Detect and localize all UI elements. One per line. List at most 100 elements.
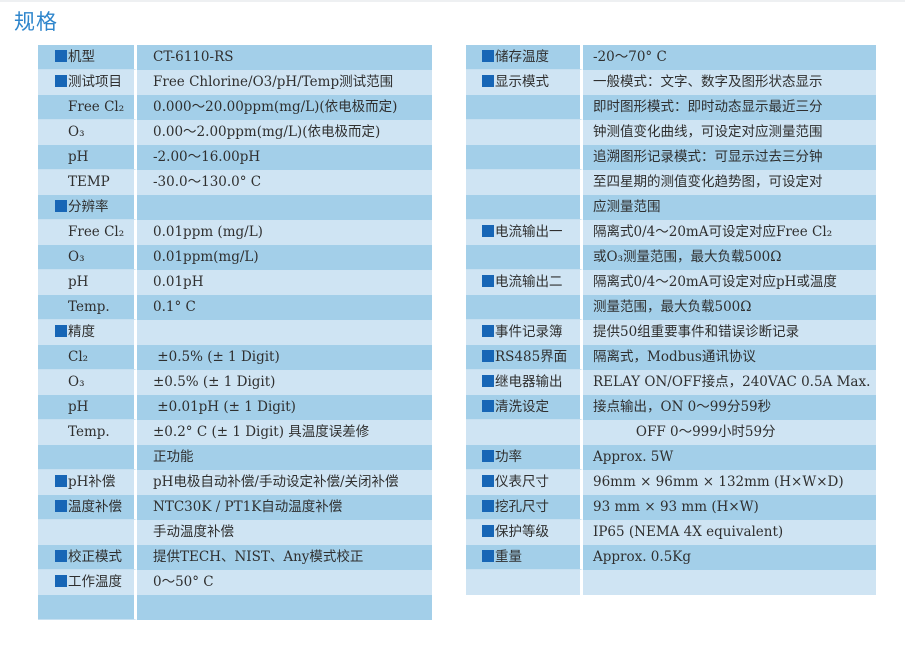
spec-label xyxy=(466,570,583,595)
spec-label-text: TEMP xyxy=(68,174,110,190)
spec-label: 清洗设定 xyxy=(466,395,583,420)
spec-row: 电流输出一 隔离式0/4～20mA可设定对应Free Cl₂ xyxy=(466,220,876,245)
spec-label-text: O₃ xyxy=(68,374,85,390)
spec-label-text: 保护等级 xyxy=(495,524,549,540)
spec-row: 温度补偿 NTC30K / PT1K自动温度补偿 xyxy=(38,495,432,520)
spec-value: 即时图形模式：即时动态显示最近三分 xyxy=(593,99,823,115)
spec-row: pH ±0.01pH (± 1 Digit) xyxy=(38,395,432,420)
spec-value: 0.00～2.00ppm(mg/L)(依电极而定) xyxy=(153,124,381,140)
square-bullet-icon xyxy=(55,475,67,487)
spec-row: 追溯图形记录模式：可显示过去三分钟 xyxy=(466,145,876,170)
square-bullet-icon xyxy=(55,550,67,562)
spec-value: 隔离式0/4～20mA可设定对应Free Cl₂ xyxy=(593,224,833,240)
spec-label xyxy=(466,295,583,320)
square-bullet-icon xyxy=(482,475,494,487)
spec-label xyxy=(466,195,583,220)
spec-value: -2.00～16.00pH xyxy=(153,149,261,165)
spec-label: O₃ xyxy=(38,370,137,395)
spec-row: 手动温度补偿 xyxy=(38,520,432,545)
square-bullet-icon xyxy=(482,75,494,87)
spec-label: 电流输出一 xyxy=(466,220,583,245)
spec-label-text: 仪表尺寸 xyxy=(495,474,549,490)
spec-value: 0.01ppm (mg/L) xyxy=(153,224,263,240)
spec-value: NTC30K / PT1K自动温度补偿 xyxy=(153,499,343,515)
spec-label: Temp. xyxy=(38,420,137,445)
spec-label: 温度补偿 xyxy=(38,495,137,520)
spec-label xyxy=(466,170,583,195)
square-bullet-icon xyxy=(482,400,494,412)
spec-row: 显示模式 一般模式：文字、数字及图形状态显示 xyxy=(466,70,876,95)
spec-row: 事件记录簿 提供50组重要事件和错误诊断记录 xyxy=(466,320,876,345)
spec-value: 93 mm × 93 mm (H×W) xyxy=(593,499,759,515)
spec-label: 校正模式 xyxy=(38,545,137,570)
spec-label: O₃ xyxy=(38,120,137,145)
spec-label xyxy=(38,595,137,620)
spec-row: O₃ ±0.5% (± 1 Digit) xyxy=(38,370,432,395)
spec-value: 0.01ppm(mg/L) xyxy=(153,249,259,265)
spec-value: OFF 0～999小时59分 xyxy=(593,424,776,440)
spec-value: 接点输出，ON 0～99分59秒 xyxy=(593,399,772,415)
spec-label: 机型 xyxy=(38,45,137,70)
spec-label-text: pH xyxy=(68,149,89,165)
spec-value: 0.1° C xyxy=(153,299,196,315)
spec-value: 或O₃测量范围，最大负载500Ω xyxy=(593,249,782,265)
spec-row: 储存温度 -20～70° C xyxy=(466,45,876,70)
spec-row: pH 0.01pH xyxy=(38,270,432,295)
spec-label: pH xyxy=(38,395,137,420)
spec-row: 或O₃测量范围，最大负载500Ω xyxy=(466,245,876,270)
spec-value: 一般模式：文字、数字及图形状态显示 xyxy=(593,74,823,90)
spec-value xyxy=(137,320,432,345)
spec-row: 挖孔尺寸 93 mm × 93 mm (H×W) xyxy=(466,495,876,520)
spec-value: 提供50组重要事件和错误诊断记录 xyxy=(593,324,800,340)
spec-row: TEMP -30.0～130.0° C xyxy=(38,170,432,195)
spec-label-text: 精度 xyxy=(68,324,95,340)
spec-value: 测量范围，最大负载500Ω xyxy=(593,299,752,315)
square-bullet-icon xyxy=(55,200,67,212)
spec-label-text: Temp. xyxy=(68,299,110,315)
spec-value: 钟测值变化曲线，可设定对应测量范围 xyxy=(593,124,823,140)
spec-label: 挖孔尺寸 xyxy=(466,495,583,520)
spec-label: 工作温度 xyxy=(38,570,137,595)
spec-label-text: 清洗设定 xyxy=(495,399,549,415)
spec-value: 追溯图形记录模式：可显示过去三分钟 xyxy=(593,149,823,165)
spec-table-left: 机型 CT-6110-RS 测试项目 Free Chlorine/O3/pH/Temp… xyxy=(38,45,432,620)
spec-row: 即时图形模式：即时动态显示最近三分 xyxy=(466,95,876,120)
spec-row: 应测量范围 xyxy=(466,195,876,220)
spec-row: 保护等级 IP65 (NEMA 4X equivalent) xyxy=(466,520,876,545)
square-bullet-icon xyxy=(55,575,67,587)
spec-row: 校正模式 提供TECH、NIST、Any模式校正 xyxy=(38,545,432,570)
spec-row: OFF 0～999小时59分 xyxy=(466,420,876,445)
spec-label-text: pH补偿 xyxy=(68,474,116,490)
spec-label-text: 重量 xyxy=(495,549,522,565)
spec-label-text: 显示模式 xyxy=(495,74,549,90)
spec-table-right: 储存温度 -20～70° C 显示模式 一般模式：文字、数字及图形状态显示 即时图形模式… xyxy=(466,45,876,595)
square-bullet-icon xyxy=(482,325,494,337)
spec-value: 提供TECH、NIST、Any模式校正 xyxy=(153,549,364,565)
spec-label: Cl₂ xyxy=(38,345,137,370)
spec-value: Approx. 5W xyxy=(593,449,674,465)
spec-label: pH xyxy=(38,270,137,295)
spec-value: 应测量范围 xyxy=(593,199,661,215)
square-bullet-icon xyxy=(482,525,494,537)
spec-label-text: 挖孔尺寸 xyxy=(495,499,549,515)
spec-row: 测量范围，最大负载500Ω xyxy=(466,295,876,320)
spec-row: 机型 CT-6110-RS xyxy=(38,45,432,70)
square-bullet-icon xyxy=(482,350,494,362)
spec-row: 电流输出二 隔离式0/4～20mA可设定对应pH或温度 xyxy=(466,270,876,295)
spec-row: O₃ 0.00～2.00ppm(mg/L)(依电极而定) xyxy=(38,120,432,145)
spec-value: CT-6110-RS xyxy=(153,49,234,65)
spec-label-text: 继电器输出 xyxy=(495,374,563,390)
spec-row: 精度 xyxy=(38,320,432,345)
spec-label-text: 电流输出二 xyxy=(495,274,563,290)
spec-row: 测试项目 Free Chlorine/O3/pH/Temp测试范围 xyxy=(38,70,432,95)
spec-row: Temp. 0.1° C xyxy=(38,295,432,320)
spec-label xyxy=(466,120,583,145)
spec-row: 分辨率 xyxy=(38,195,432,220)
spec-label xyxy=(466,420,583,445)
spec-value: 0～50° C xyxy=(153,574,214,590)
spec-label: 重量 xyxy=(466,545,583,570)
page-title: 规格 xyxy=(14,10,58,34)
spec-row: 清洗设定 接点输出，ON 0～99分59秒 xyxy=(466,395,876,420)
spec-label: Free Cl₂ xyxy=(38,220,137,245)
square-bullet-icon xyxy=(55,75,67,87)
